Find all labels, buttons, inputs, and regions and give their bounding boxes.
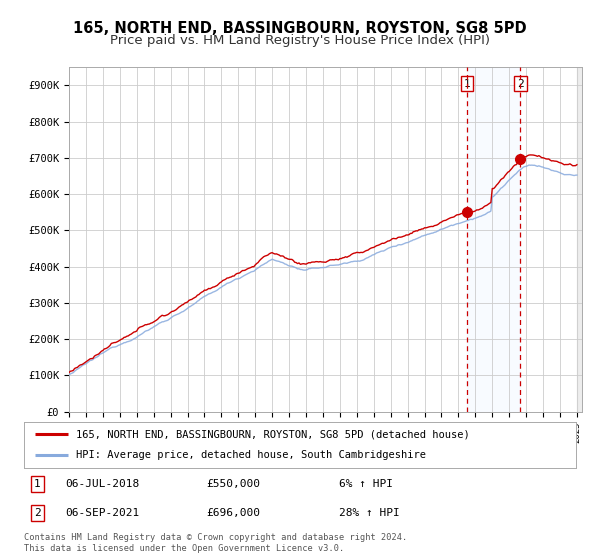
Text: Contains HM Land Registry data © Crown copyright and database right 2024.
This d: Contains HM Land Registry data © Crown c…	[24, 533, 407, 553]
Bar	[577, 67, 586, 412]
Text: 6% ↑ HPI: 6% ↑ HPI	[338, 479, 392, 489]
Text: 1: 1	[34, 479, 41, 489]
Text: 28% ↑ HPI: 28% ↑ HPI	[338, 508, 400, 518]
Text: 2: 2	[517, 78, 524, 88]
Text: 2: 2	[34, 508, 41, 518]
Text: 06-SEP-2021: 06-SEP-2021	[65, 508, 140, 518]
Text: 06-JUL-2018: 06-JUL-2018	[65, 479, 140, 489]
Text: £550,000: £550,000	[206, 479, 260, 489]
Text: 165, NORTH END, BASSINGBOURN, ROYSTON, SG8 5PD: 165, NORTH END, BASSINGBOURN, ROYSTON, S…	[73, 21, 527, 36]
Text: £696,000: £696,000	[206, 508, 260, 518]
Bar	[467, 67, 520, 412]
Text: Price paid vs. HM Land Registry's House Price Index (HPI): Price paid vs. HM Land Registry's House …	[110, 34, 490, 46]
Text: HPI: Average price, detached house, South Cambridgeshire: HPI: Average price, detached house, Sout…	[76, 450, 427, 460]
Text: 165, NORTH END, BASSINGBOURN, ROYSTON, SG8 5PD (detached house): 165, NORTH END, BASSINGBOURN, ROYSTON, S…	[76, 429, 470, 439]
Text: 1: 1	[463, 78, 470, 88]
